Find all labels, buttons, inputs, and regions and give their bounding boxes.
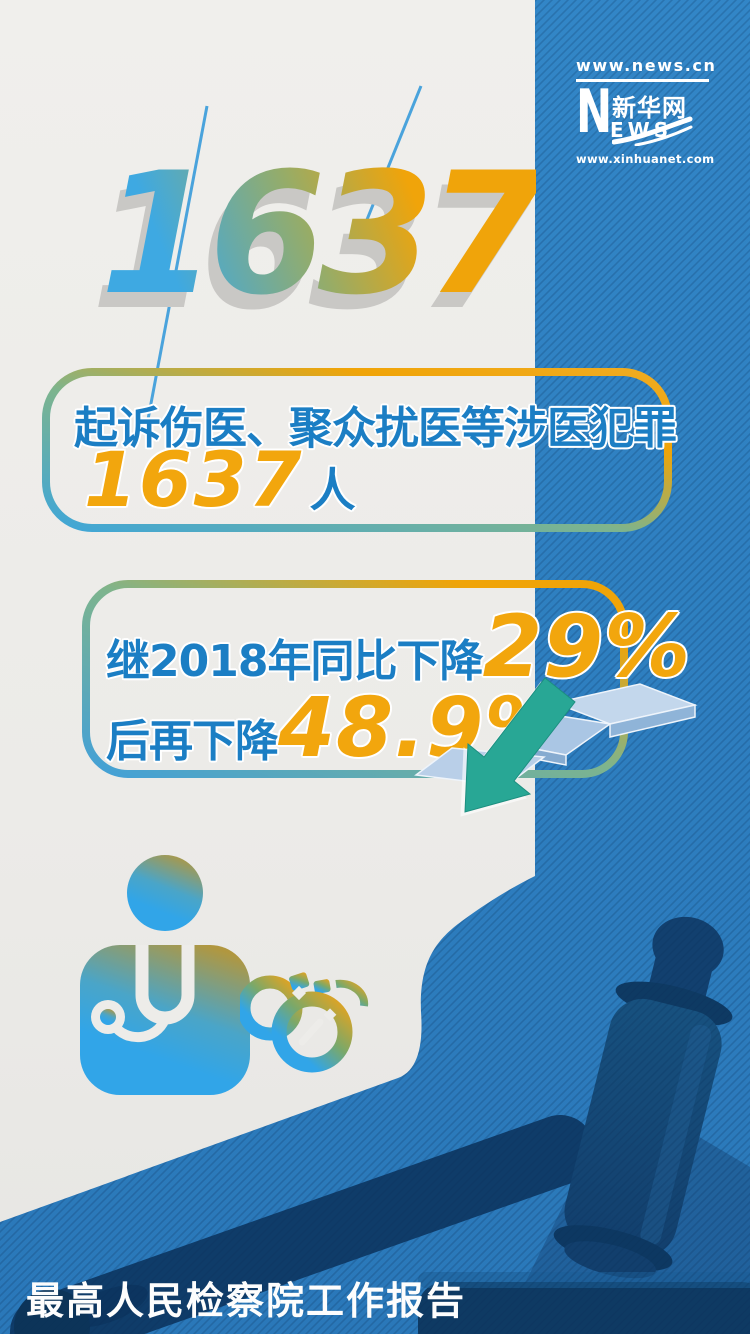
handcuffs-icon	[240, 972, 369, 1073]
stat-box-1-value: 1637	[84, 435, 304, 524]
stat-box-1-title: 起诉伤医、聚众扰医等涉医犯罪	[74, 403, 677, 454]
hero-number-shadow: 1637	[91, 165, 535, 333]
logo-url-top: www.news.cn	[576, 56, 717, 75]
stat-box-2-value-1: 29%	[482, 597, 692, 697]
stat-box-2-row-1: 继2018年同比下降 29%	[106, 604, 691, 690]
hero-number-gradient: 1637	[100, 136, 544, 332]
stat-box-2-text-2: 后再下降	[106, 716, 279, 767]
logo-underline	[576, 79, 709, 82]
stat-box-2-text-1: 继2018年同比下降	[106, 636, 483, 687]
footer-source: 最高人民检察院工作报告	[26, 1279, 467, 1323]
swoosh-icon	[612, 116, 693, 146]
logo-row: N 新华网 EWS	[576, 77, 726, 150]
stat-box-1-unit: 人	[309, 463, 356, 517]
logo-chinese-name: 新华网	[612, 94, 687, 122]
logo-url-bottom: www.xinhuanet.com	[576, 152, 715, 166]
stat-box-2-border	[82, 580, 628, 778]
doctor-icon	[80, 855, 250, 1095]
logo-letter-n: N	[576, 77, 613, 147]
xinhua-logo: www.news.cn N 新华网 EWS www.xinhuanet.com	[576, 56, 726, 166]
trend-ribbon-icon	[414, 677, 698, 813]
stat-box-1-border	[42, 368, 672, 532]
stat-box-1-value-row: 1637 人	[84, 442, 356, 520]
down-arrow-icon	[464, 677, 576, 813]
hero-number: 1637 1637	[91, 136, 580, 350]
